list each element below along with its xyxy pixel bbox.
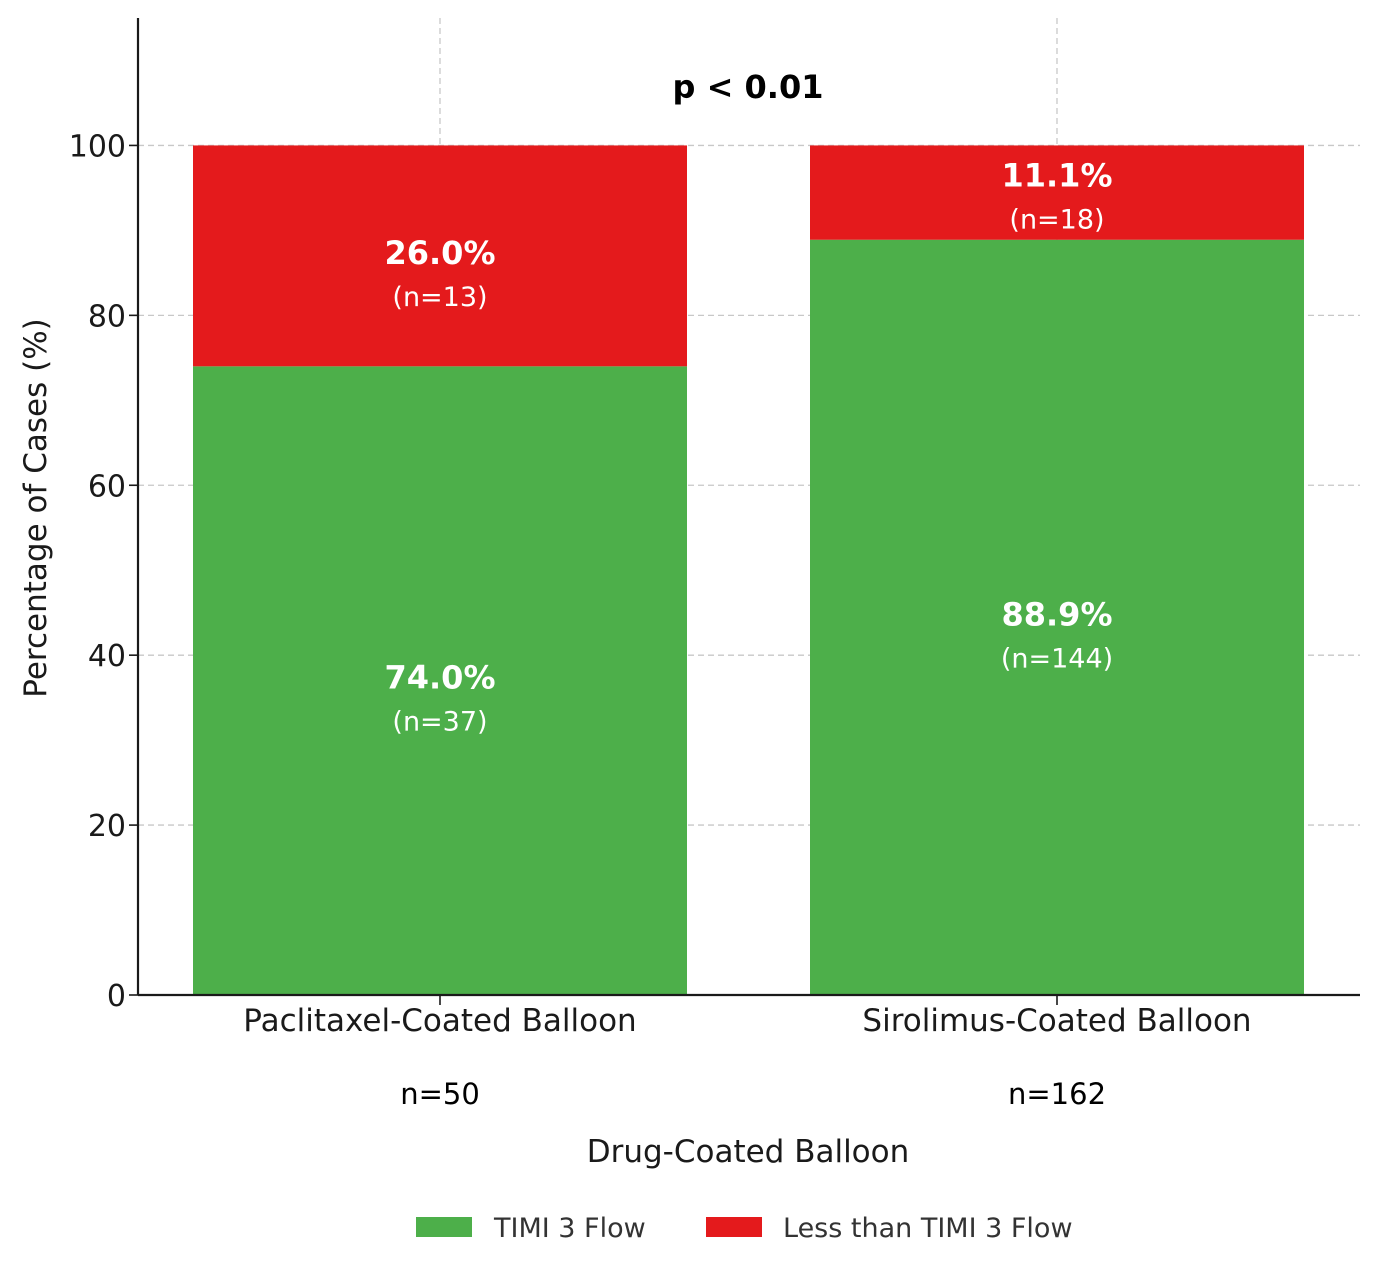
bars-layer xyxy=(193,145,1304,996)
bar-percent-label: 26.0% xyxy=(384,234,495,272)
x-tick-label: Sirolimus-Coated Balloon xyxy=(862,1003,1251,1039)
bar-segment-less-than-timi3 xyxy=(193,145,687,367)
bar-count-label: (n=144) xyxy=(1001,643,1113,674)
x-tick-label: Paclitaxel-Coated Balloon xyxy=(243,1003,636,1039)
legend-label-less-than-timi3: Less than TIMI 3 Flow xyxy=(783,1213,1073,1244)
y-tick-label: 0 xyxy=(107,979,126,1014)
legend-swatch-less-than-timi3 xyxy=(706,1217,762,1237)
labels-layer: 74.0% (n=37) 26.0% (n=13) Paclitaxel-Coated … xyxy=(69,129,1252,1111)
legend-label-timi3: TIMI 3 Flow xyxy=(493,1213,646,1244)
bar-percent-label: 11.1% xyxy=(1001,157,1112,195)
p-value-annotation: p < 0.01 xyxy=(673,68,824,106)
bar-segment-timi3 xyxy=(193,366,687,995)
bar-percent-label: 74.0% xyxy=(384,659,495,697)
bar-segment-timi3 xyxy=(810,239,1304,996)
bar-percent-label: 88.9% xyxy=(1001,595,1112,633)
y-tick-label: 100 xyxy=(69,129,126,164)
y-tick-label: 60 xyxy=(88,469,126,504)
y-tick-label: 20 xyxy=(88,809,126,844)
legend-swatch-timi3 xyxy=(416,1217,472,1237)
legend: TIMI 3 Flow Less than TIMI 3 Flow xyxy=(416,1213,1073,1244)
y-tick-label: 40 xyxy=(88,639,126,674)
bar-count-label: (n=18) xyxy=(1009,205,1104,236)
group-size-label: n=162 xyxy=(1008,1077,1106,1111)
group-size-label: n=50 xyxy=(400,1077,480,1111)
bar-count-label: (n=13) xyxy=(392,282,487,313)
axes-layer xyxy=(129,18,1360,1005)
y-tick-label: 80 xyxy=(88,299,126,334)
bar-count-label: (n=37) xyxy=(392,707,487,738)
bar-segment-less-than-timi3 xyxy=(810,145,1304,240)
x-axis-title: Drug-Coated Balloon xyxy=(587,1134,910,1170)
y-axis-title: Percentage of Cases (%) xyxy=(18,318,54,698)
